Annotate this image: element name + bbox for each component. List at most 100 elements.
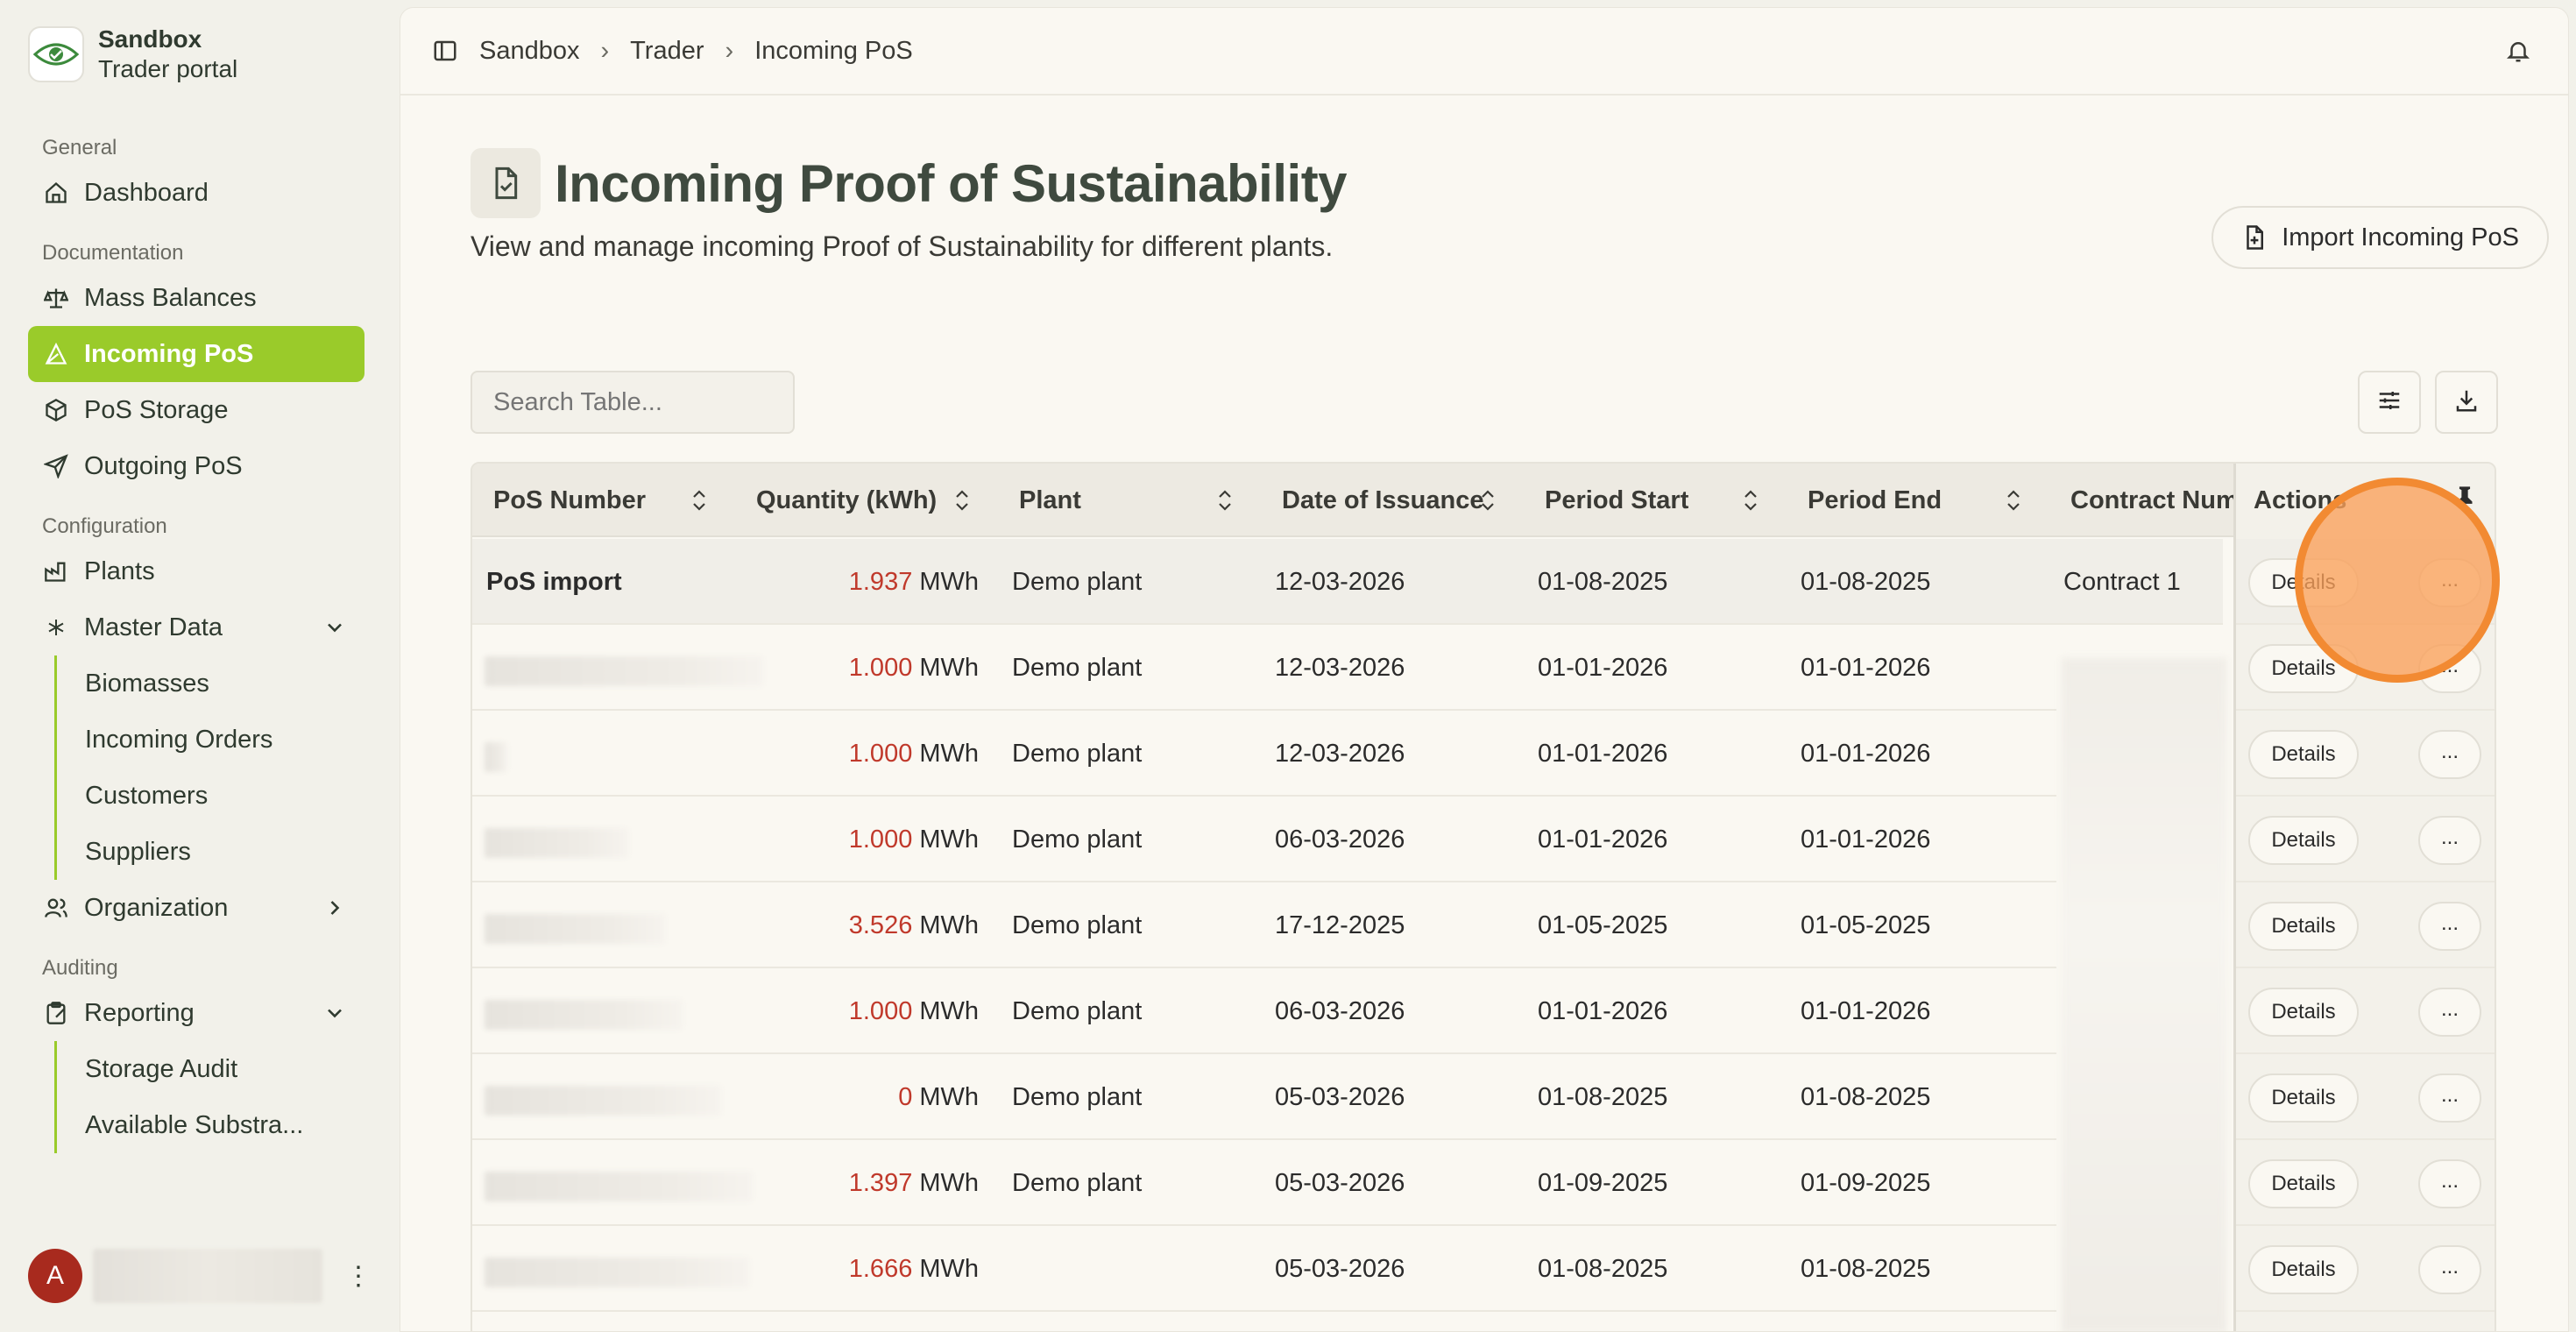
row-actions: Details... — [2236, 882, 2495, 968]
home-icon — [42, 179, 70, 207]
sidebar-item-label: Incoming PoS — [84, 339, 254, 368]
details-button[interactable]: Details — [2248, 1073, 2359, 1123]
header-period-end[interactable]: Period End — [1808, 486, 1943, 514]
download-button[interactable] — [2435, 371, 2498, 434]
quantity-value: 1.666 — [848, 1255, 913, 1283]
date-of-issuance-cell: 12-03-2026 — [1275, 568, 1405, 596]
section-documentation: Documentation — [42, 241, 184, 265]
chevron-right-icon: › — [600, 36, 610, 65]
sidebar-item-suppliers[interactable]: Suppliers — [85, 838, 191, 866]
sidebar-item-incoming-pos[interactable]: Incoming PoS — [28, 326, 364, 382]
header-plant[interactable]: Plant — [1019, 486, 1081, 514]
details-button[interactable]: Details — [2248, 1159, 2359, 1208]
sort-icon[interactable] — [1215, 488, 1235, 513]
quantity-cell: 1.000 MWh — [735, 625, 979, 711]
table-row[interactable]: 1.000 MWh Demo plant 12-03-2026 01-01-2026 01… — [472, 625, 2056, 711]
quantity-unit: MWh — [919, 654, 979, 682]
brand[interactable]: Sandbox Trader portal — [28, 25, 237, 84]
import-button-label: Import Incoming PoS — [2282, 223, 2519, 252]
details-button[interactable]: Details — [2248, 816, 2359, 865]
redacted-pos-number — [485, 914, 665, 944]
date-of-issuance-cell: 06-03-2026 — [1275, 825, 1405, 854]
sidebar-item-master-data[interactable]: Master Data — [28, 599, 364, 655]
more-actions-button[interactable]: ... — [2418, 902, 2481, 951]
period-end-cell: 01-01-2026 — [1801, 740, 1931, 768]
pin-icon[interactable] — [2452, 485, 2478, 519]
more-vertical-icon[interactable]: ⋮ — [345, 1261, 372, 1291]
table-row[interactable]: 0 MWh Demo plant 05-03-2026 01-08-2025 01-08-… — [472, 1054, 2056, 1140]
user-menu[interactable]: A ⋮ — [28, 1248, 372, 1304]
table-row[interactable]: 1.666 MWh 05-03-2026 01-08-2025 01-08-2025 — [472, 1226, 2056, 1312]
sidebar-toggle-icon[interactable] — [432, 38, 458, 64]
brand-title: Sandbox — [98, 25, 202, 53]
date-of-issuance-cell: 05-03-2026 — [1275, 1083, 1405, 1111]
date-of-issuance-cell: 05-03-2026 — [1275, 1169, 1405, 1197]
bell-icon[interactable] — [2505, 38, 2531, 68]
header-pos-number[interactable]: PoS Number — [493, 486, 647, 514]
sidebar-item-label: Organization — [84, 893, 229, 922]
plant-cell: Demo plant — [1012, 997, 1143, 1025]
table-row[interactable]: PoS import 1.937 MWh Demo plant 12-03-2026 01… — [472, 539, 2223, 625]
table-row[interactable]: 1.000 MWh Demo plant 12-03-2026 01-01-2026 01… — [472, 711, 2056, 797]
table-row[interactable]: 3.526 MWh Demo plant 17-12-2025 01-05-2025 01… — [472, 882, 2056, 968]
sidebar-item-mass-balances[interactable]: Mass Balances — [28, 270, 364, 326]
asterisk-icon — [42, 613, 70, 641]
header-quantity[interactable]: Quantity (kWh) — [756, 486, 938, 514]
avatar[interactable]: A — [28, 1249, 82, 1303]
sort-icon[interactable] — [952, 488, 972, 513]
sort-icon[interactable] — [1478, 488, 1497, 513]
redacted-pos-number — [485, 1258, 749, 1287]
brand-subtitle: Trader portal — [98, 55, 238, 82]
more-actions-button[interactable]: ... — [2418, 1245, 2481, 1294]
sidebar-item-dashboard[interactable]: Dashboard — [28, 165, 364, 221]
import-incoming-pos-button[interactable]: Import Incoming PoS — [2212, 206, 2549, 269]
sidebar-item-outgoing-pos[interactable]: Outgoing PoS — [28, 438, 364, 494]
sidebar-item-biomasses[interactable]: Biomasses — [85, 670, 209, 698]
section-configuration: Configuration — [42, 514, 167, 538]
more-actions-button[interactable]: ... — [2418, 816, 2481, 865]
sidebar-item-customers[interactable]: Customers — [85, 782, 209, 810]
sidebar-item-organization[interactable]: Organization — [28, 880, 364, 936]
breadcrumb-trader[interactable]: Trader — [630, 36, 704, 65]
table-row[interactable]: 1.000 MWh Demo plant 06-03-2026 01-01-2026 01… — [472, 968, 2056, 1054]
more-actions-button[interactable]: ... — [2418, 1159, 2481, 1208]
more-actions-button[interactable]: ... — [2418, 988, 2481, 1037]
plant-cell: Demo plant — [1012, 740, 1143, 768]
breadcrumb-current: Incoming PoS — [754, 36, 913, 65]
eye-logo-icon — [28, 26, 84, 82]
more-actions-button[interactable]: ... — [2418, 1073, 2481, 1123]
details-button[interactable]: Details — [2248, 730, 2359, 779]
sort-icon[interactable] — [690, 488, 709, 513]
details-button[interactable]: Details — [2248, 988, 2359, 1037]
breadcrumb-sandbox[interactable]: Sandbox — [479, 36, 580, 65]
sidebar-item-storage-audit[interactable]: Storage Audit — [85, 1055, 238, 1083]
sort-icon[interactable] — [1741, 488, 1760, 513]
quantity-value: 1.937 — [848, 568, 913, 596]
details-button[interactable]: Details — [2248, 902, 2359, 951]
column-settings-button[interactable] — [2358, 371, 2421, 434]
header-date-of-issuance[interactable]: Date of Issuance — [1282, 486, 1484, 514]
chevron-down-icon — [328, 1009, 342, 1018]
plant-cell: Demo plant — [1012, 911, 1143, 939]
search-input[interactable] — [471, 371, 795, 434]
header-period-start[interactable]: Period Start — [1545, 486, 1689, 514]
quantity-unit: MWh — [919, 1083, 979, 1111]
details-button[interactable]: Details — [2248, 1245, 2359, 1294]
plant-cell: Demo plant — [1012, 568, 1143, 596]
more-actions-button[interactable]: ... — [2418, 730, 2481, 779]
sidebar-item-reporting[interactable]: Reporting — [28, 985, 364, 1041]
table-row[interactable]: 1.000 MWh Demo plant 06-03-2026 01-01-2026 01… — [472, 797, 2056, 882]
table-row[interactable]: 1.397 MWh Demo plant 05-03-2026 01-09-2025 01… — [472, 1140, 2056, 1226]
pos-number-cell: PoS import — [486, 568, 622, 596]
sidebar-item-plants[interactable]: Plants — [28, 543, 364, 599]
header-contract-number[interactable]: Contract Num — [2070, 486, 2233, 514]
sidebar-item-available-substrates[interactable]: Available Substra... — [85, 1111, 304, 1139]
quantity-value: 0 — [898, 1083, 913, 1111]
sidebar-item-pos-storage[interactable]: PoS Storage — [28, 382, 364, 438]
sidebar-item-incoming-orders[interactable]: Incoming Orders — [85, 726, 273, 754]
sidebar-item-label: Plants — [84, 556, 155, 585]
box-icon — [42, 396, 70, 424]
redacted-pos-number — [485, 656, 763, 686]
top-bar: Sandbox › Trader › Incoming PoS — [400, 8, 2568, 96]
sort-icon[interactable] — [2004, 488, 2023, 513]
